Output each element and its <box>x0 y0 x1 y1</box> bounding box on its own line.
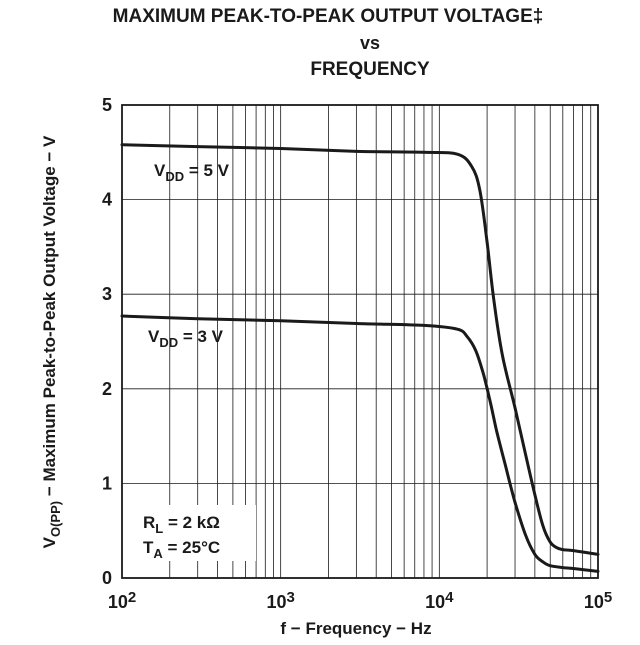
series-label-vdd-3v: VDD = 3 V <box>148 327 224 350</box>
y-tick-label: 5 <box>102 95 112 115</box>
series-line-vdd-5v <box>120 143 600 556</box>
y-tick-label: 0 <box>102 568 112 588</box>
annotation-temperature: TA = 25°C <box>143 538 220 561</box>
annotation-load-resistance: RL = 2 kΩ <box>143 513 220 536</box>
x-tick-label: 103 <box>266 589 294 612</box>
x-tick-label: 102 <box>108 589 136 612</box>
y-tick-labels: 0 1 2 3 4 5 <box>102 95 112 588</box>
y-tick-label: 2 <box>102 379 112 399</box>
y-tick-label: 3 <box>102 284 112 304</box>
x-axis-label: f − Frequency − Hz <box>280 619 431 638</box>
series-layer <box>120 143 600 573</box>
annotation-box <box>138 505 256 561</box>
plot-frame <box>121 104 599 579</box>
series-label-vdd-5v: VDD = 5 V <box>154 161 230 184</box>
chart-title-line-1: MAXIMUM PEAK-TO-PEAK OUTPUT VOLTAGE‡ <box>112 6 544 27</box>
x-tick-labels: 102 103 104 105 <box>108 589 612 612</box>
x-tick-label: 105 <box>584 589 612 612</box>
x-tick-label: 104 <box>425 589 454 612</box>
y-axis-label: VO(PP) − Maximum Peak-to-Peak Output Vol… <box>40 135 63 548</box>
grid-layer <box>122 105 598 578</box>
chart-title-line-3: FREQUENCY <box>310 59 430 80</box>
y-tick-label: 1 <box>102 473 112 493</box>
series-line-vdd-3v <box>120 314 600 573</box>
chart-title-line-2: vs <box>359 33 381 53</box>
y-tick-label: 4 <box>102 190 112 210</box>
